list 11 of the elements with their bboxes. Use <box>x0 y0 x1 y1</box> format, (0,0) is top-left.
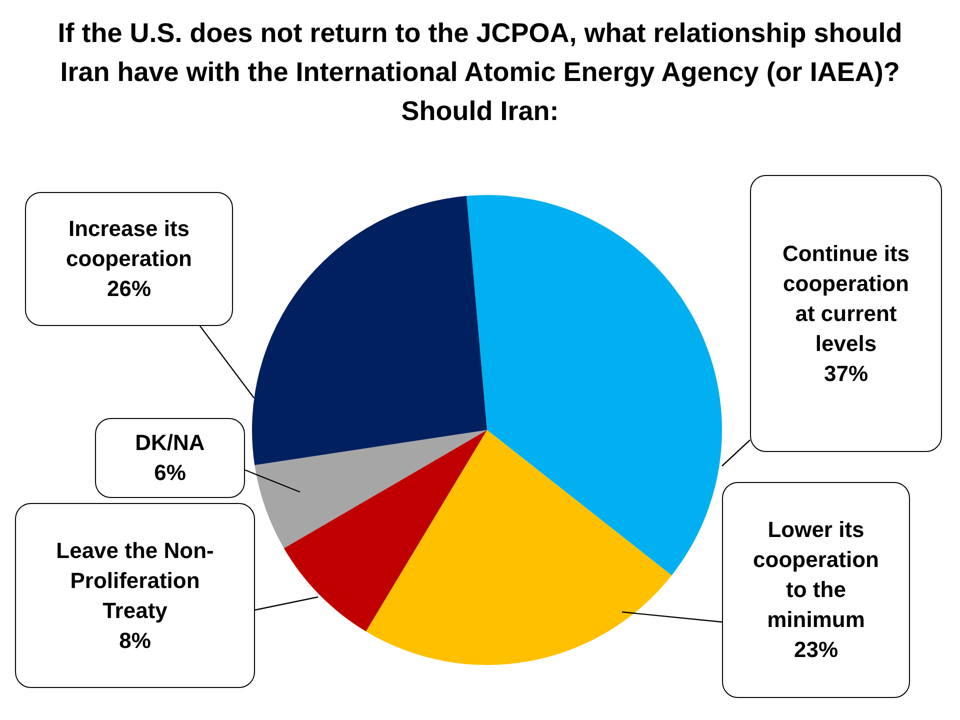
data-label: 37% <box>822 360 870 388</box>
data-label: 8% <box>118 626 152 654</box>
slice-label: Increase its cooperation <box>65 215 193 273</box>
data-label: 23% <box>792 636 840 664</box>
data-label: 6% <box>153 459 187 487</box>
slice-label: DK/NA <box>134 429 206 457</box>
slice-label: Lower its cooperation to the minimum <box>752 516 880 634</box>
slice-label: Continue its cooperation at current levels <box>781 240 911 358</box>
slice-label: Leave the Non-Proliferation Treaty <box>55 536 215 625</box>
chart-title: If the U.S. does not return to the JCPOA, what relationship should Iran have with the International Atomic Energy Agency (or IAEA)? Should Iran: <box>56 17 904 128</box>
data-label: 26% <box>106 275 152 303</box>
